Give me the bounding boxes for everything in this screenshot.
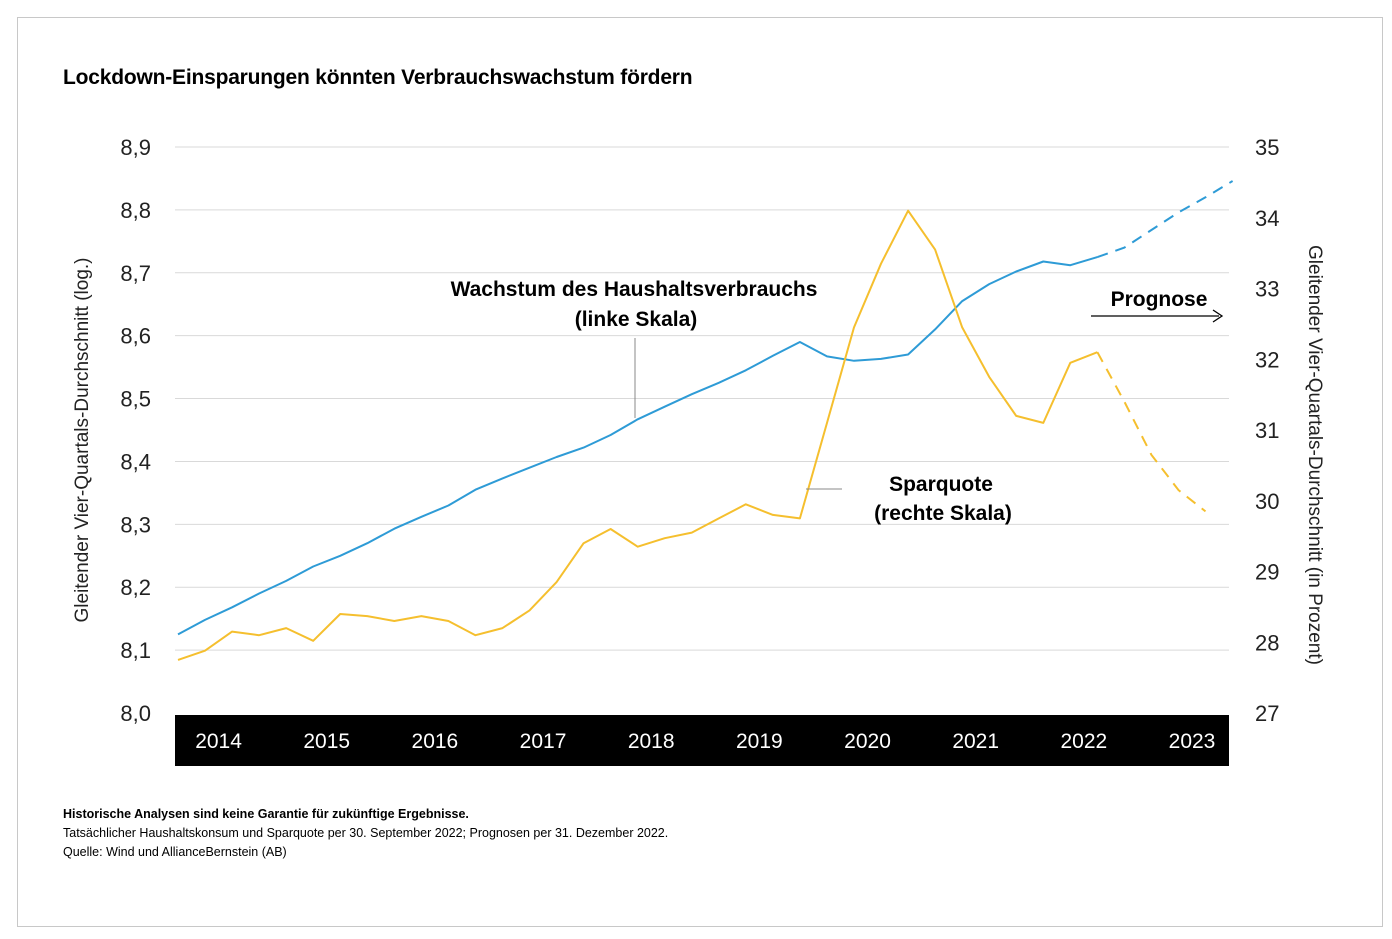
series-line-actual	[177, 209, 1098, 661]
y-axis-title-right: Gleitender Vier-Quartals-Durchschnitt (i…	[1304, 245, 1325, 665]
y-tick-left: 8,3	[120, 512, 151, 537]
series-line-actual	[177, 256, 1098, 636]
source-text: Quelle: Wind und AllianceBernstein (AB)	[63, 845, 287, 859]
y-tick-left: 8,8	[120, 198, 151, 223]
y-tick-left: 8,5	[120, 387, 151, 412]
x-tick-label: 2018	[628, 730, 675, 753]
y-tick-right: 31	[1255, 418, 1279, 443]
x-tick-label: 2019	[736, 730, 783, 753]
y-tick-right: 29	[1255, 560, 1279, 585]
y-tick-right: 32	[1255, 347, 1279, 372]
annotation-consumption: Wachstum des Haushaltsverbrauchs	[451, 278, 818, 301]
y-tick-left: 8,6	[120, 324, 151, 349]
annotation-savings-scale: (rechte Skala)	[874, 502, 1012, 525]
x-tick-label: 2022	[1060, 730, 1107, 753]
y-tick-right: 34	[1255, 206, 1279, 231]
forecast-label: Prognose	[1111, 288, 1208, 311]
chart-title: Lockdown-Einsparungen könnten Verbrauchs…	[63, 66, 693, 89]
y-tick-right: 30	[1255, 489, 1279, 514]
y-tick-left: 8,0	[120, 701, 151, 726]
y-tick-left: 8,7	[120, 261, 151, 286]
x-tick-label: 2021	[952, 730, 999, 753]
x-tick-label: 2016	[412, 730, 459, 753]
footnotes: Historische Analysen sind keine Garantie…	[63, 805, 668, 862]
y-tick-left: 8,1	[120, 638, 151, 663]
y-tick-left: 8,9	[120, 135, 151, 160]
data-note-text: Tatsächlicher Haushaltskonsum und Sparqu…	[63, 826, 669, 840]
y-tick-right: 27	[1255, 701, 1279, 726]
x-axis-band	[175, 715, 1229, 766]
line-chart: 8,0 8,1 8,2 8,3 8,4 8,5 8,6 8,7 8,8 8,9 27 28 29 30 31…	[72, 135, 1325, 766]
series-line-forecast	[1097, 180, 1234, 259]
disclaimer-text: Historische Analysen sind keine Garantie…	[63, 807, 469, 821]
x-tick-label: 2023	[1169, 730, 1216, 753]
x-tick-label: 2020	[844, 730, 891, 753]
y-axis-title-left: Gleitender Vier-Quartals-Durchschnitt (l…	[72, 257, 93, 622]
x-tick-label: 2015	[303, 730, 350, 753]
annotation-consumption-scale: (linke Skala)	[575, 308, 698, 331]
forecast-arrow-head	[1212, 309, 1224, 323]
x-tick-label: 2017	[520, 730, 567, 753]
y-tick-left: 8,4	[120, 449, 151, 474]
y-tick-right: 33	[1255, 277, 1279, 302]
x-tick-label: 2014	[195, 730, 242, 753]
y-tick-left: 8,2	[120, 575, 151, 600]
y-tick-right: 28	[1255, 630, 1279, 655]
chart-frame	[17, 17, 1383, 927]
y-tick-right: 35	[1255, 135, 1279, 160]
annotation-savings: Sparquote	[889, 473, 993, 496]
series-line-forecast	[1096, 351, 1207, 513]
